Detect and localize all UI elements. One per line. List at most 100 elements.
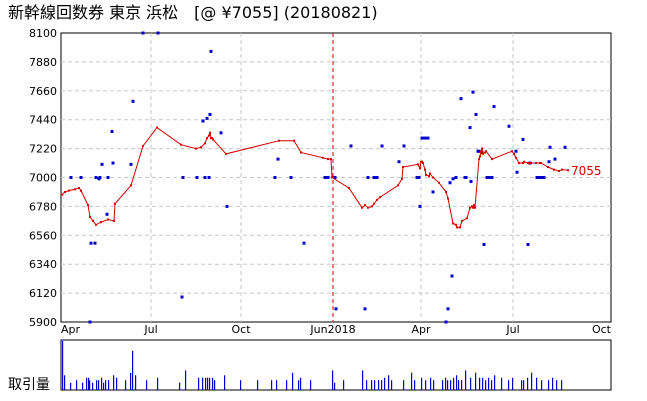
price-point [452, 222, 454, 225]
listing-point [420, 136, 424, 140]
y-tick-label: 7220 [29, 143, 57, 156]
volume-bar [205, 377, 207, 390]
price-point [482, 152, 484, 155]
listing-point [209, 49, 213, 53]
volume-bar [362, 370, 364, 390]
price-point [553, 168, 555, 171]
volume-bar [381, 380, 383, 390]
price-point [535, 162, 537, 165]
price-point [180, 143, 182, 146]
volume-bar [240, 380, 242, 390]
listing-point [88, 320, 92, 324]
listing-point [323, 176, 327, 179]
volume-bar [82, 382, 84, 390]
price-point [447, 197, 449, 200]
volume-bar [334, 382, 336, 390]
listing-point [448, 181, 452, 185]
volume-bar [548, 380, 550, 390]
y-axis-tick-labels: 5900 6120 6340 6560 6780 7000 7220 7440 7660 7880… [29, 27, 57, 329]
price-point [89, 215, 91, 218]
price-point [432, 176, 434, 179]
volume-bar [447, 380, 449, 390]
price-point [478, 158, 480, 161]
listing-point [349, 144, 353, 148]
volume-bar [561, 380, 563, 390]
listing-point [477, 149, 481, 153]
volume-bar [98, 380, 100, 390]
volume-bar [552, 377, 554, 390]
volume-bar [521, 380, 523, 390]
volume-bar [450, 380, 452, 390]
volume-bar [76, 380, 78, 390]
x-tick-label: Oct [231, 323, 251, 336]
listing-point [156, 31, 160, 35]
price-point [206, 137, 208, 140]
listing-point [459, 97, 463, 101]
listing-point [563, 145, 567, 149]
listing-point [79, 176, 83, 179]
price-point [64, 190, 66, 193]
listing-point [485, 176, 489, 179]
price-point [100, 221, 102, 224]
volume-bar [456, 375, 458, 390]
listing-point [423, 136, 427, 140]
listing-point [111, 161, 115, 165]
volume-bar [298, 380, 300, 390]
volume-bar [207, 377, 209, 390]
volume-label: 取引量 [8, 377, 50, 393]
price-point [322, 156, 324, 159]
volume-bar [411, 372, 413, 390]
price-point [547, 165, 549, 168]
volume-bar [475, 372, 477, 390]
listing-point [129, 162, 133, 166]
price-point [518, 162, 520, 165]
listing-point [538, 176, 542, 179]
price-point [459, 226, 461, 229]
listing-point [208, 112, 212, 116]
price-point [204, 142, 206, 145]
x-tick-label: Oct [592, 323, 612, 336]
price-point [87, 204, 89, 207]
price-point [373, 202, 375, 205]
price-point [485, 150, 487, 153]
price-point [474, 206, 476, 209]
price-point [367, 206, 369, 209]
volume-bar [366, 380, 368, 390]
volume-bar [421, 377, 423, 390]
listing-point [471, 90, 475, 94]
volume-bar [461, 380, 463, 390]
y-tick-label: 5900 [29, 316, 57, 329]
price-point [293, 139, 295, 142]
volume-bar [391, 380, 393, 390]
price-point [421, 160, 423, 163]
price-point [428, 175, 430, 178]
price-point [515, 156, 517, 159]
price-point [481, 147, 483, 150]
listing-point [141, 31, 145, 35]
volume-panel-frame [60, 339, 612, 391]
y-tick-label: 6780 [29, 200, 57, 213]
listing-points [69, 31, 567, 324]
volume-bar [286, 380, 288, 390]
volume-bar [414, 380, 416, 390]
listing-point [469, 179, 473, 183]
price-point [558, 169, 560, 172]
listing-point [540, 176, 544, 179]
listing-point [100, 162, 104, 166]
volume-bar [185, 370, 187, 390]
listing-point [402, 144, 406, 148]
listing-point [69, 176, 73, 179]
price-point [471, 205, 473, 208]
volume-bar [116, 377, 118, 390]
volume-bar [403, 380, 405, 390]
price-point [461, 219, 463, 222]
volume-bar [501, 377, 503, 390]
listing-point [468, 126, 472, 130]
listing-point [205, 116, 209, 120]
price-point [156, 126, 158, 129]
price-point [527, 162, 529, 165]
listing-point [89, 241, 93, 245]
volume-bar [212, 377, 214, 390]
listing-point [289, 176, 293, 179]
volume-bar [88, 377, 90, 390]
